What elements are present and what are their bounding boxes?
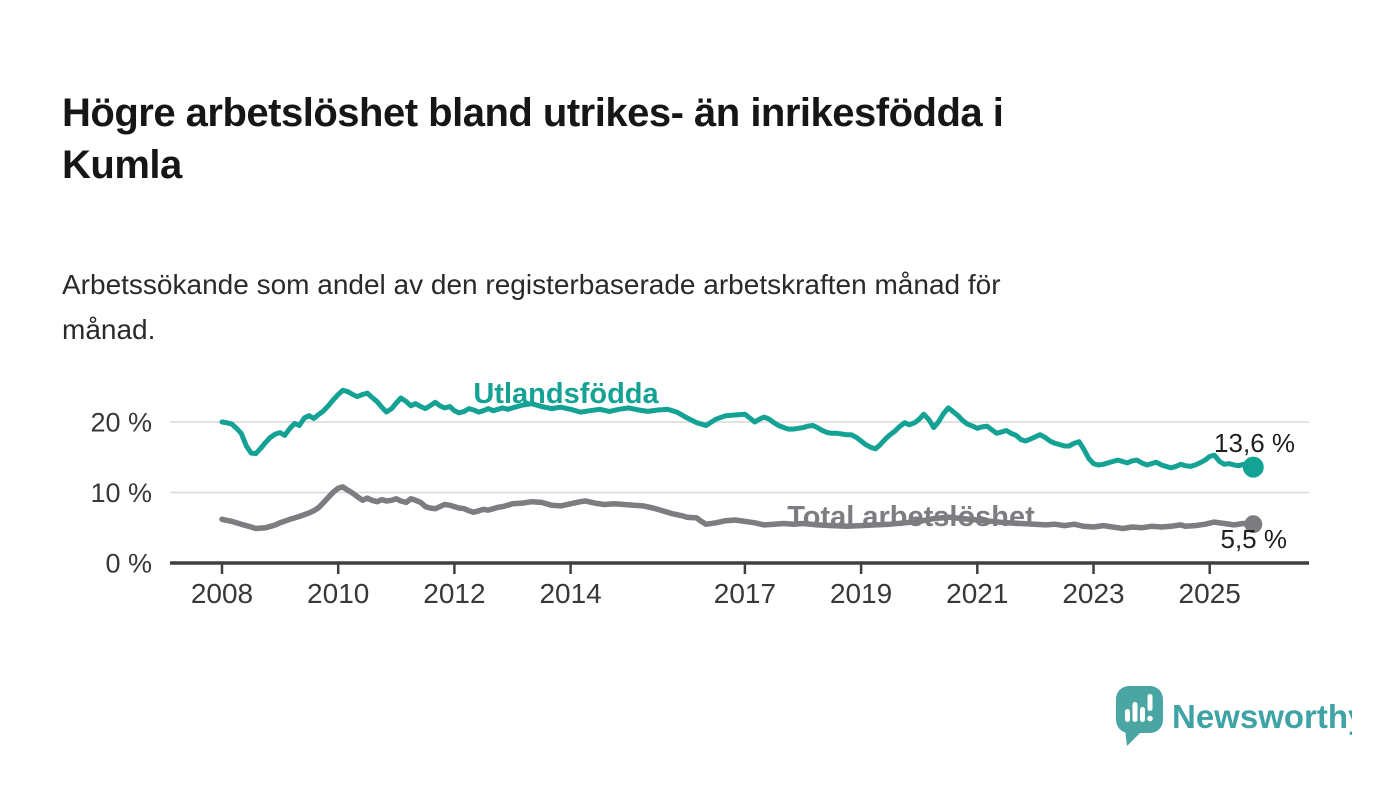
line-chart: 0 % 10 % 20 % 2008 2010 2012 2014 2017 2019 2021… — [0, 352, 1400, 642]
y-axis-labels: 0 % 10 % 20 % — [90, 408, 152, 579]
y-tick-label: 20 % — [90, 408, 152, 438]
x-tick-label: 2014 — [539, 578, 601, 609]
x-tick-label: 2021 — [946, 578, 1008, 609]
x-axis-labels: 2008 2010 2012 2014 2017 2019 2021 2023 2025 — [191, 578, 1241, 609]
x-tick-label: 2012 — [423, 578, 485, 609]
x-tick-label: 2017 — [714, 578, 776, 609]
data-series — [219, 387, 1264, 534]
y-tick-label: 10 % — [90, 478, 152, 508]
series-end-dot — [1244, 515, 1263, 534]
series-line-total — [219, 484, 1257, 532]
series-end-value: 13,6 % — [1214, 428, 1295, 458]
x-tick-label: 2025 — [1179, 578, 1241, 609]
speech-bubble-chart-icon — [1116, 686, 1163, 746]
x-tick-label: 2019 — [830, 578, 892, 609]
newsworthy-logo-svg: Newsworthy — [1116, 686, 1367, 746]
line-chart-svg: 0 % 10 % 20 % 2008 2010 2012 2014 2017 2019 2021… — [90, 378, 1309, 609]
series-end-value: 5,5 % — [1221, 524, 1288, 554]
series-label: Utlandsfödda — [473, 378, 659, 410]
x-axis — [170, 561, 1309, 574]
chart-subtitle: Arbetssökande som andel av den registerb… — [62, 269, 1001, 345]
series-end-dot — [1242, 456, 1264, 478]
series-line-utlandsfodda — [219, 387, 1256, 471]
gridlines — [170, 421, 1309, 494]
series-labels: Utlandsfödda 13,6 % Total arbetslöshet 5,5 … — [473, 378, 1295, 554]
page-title: Högre arbetslöshet bland utrikes- än inr… — [62, 90, 1004, 187]
x-tick-label: 2008 — [191, 578, 253, 609]
x-tick-label: 2010 — [307, 578, 369, 609]
newsworthy-wordmark: Newsworthy — [1172, 698, 1352, 735]
newsworthy-logo: Newsworthy — [1112, 684, 1367, 750]
series-label: Total arbetslöshet — [787, 501, 1035, 533]
y-tick-label: 0 % — [105, 549, 152, 579]
x-tick-label: 2023 — [1062, 578, 1124, 609]
